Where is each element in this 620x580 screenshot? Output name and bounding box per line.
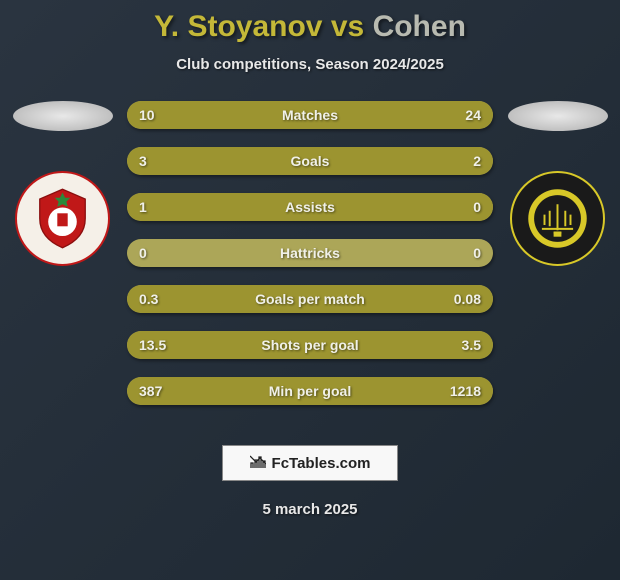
- stat-label: Shots per goal: [127, 337, 493, 353]
- club2-logo: [510, 171, 605, 266]
- vs-label: vs: [331, 10, 364, 43]
- chart-icon: [250, 455, 266, 472]
- club1-logo: [15, 171, 110, 266]
- stat-label: Matches: [127, 107, 493, 123]
- content-area: 10Matches243Goals21Assists00Hattricks00.…: [0, 101, 620, 423]
- player1-photo-placeholder: [13, 101, 113, 131]
- stat-value-right: 0: [473, 199, 481, 215]
- branding-badge[interactable]: FcTables.com: [222, 445, 398, 481]
- stat-value-right: 0: [473, 245, 481, 261]
- stat-label: Goals: [127, 153, 493, 169]
- player1-column: [10, 101, 115, 423]
- stat-value-right: 0.08: [454, 291, 481, 307]
- stat-value-right: 24: [465, 107, 481, 123]
- player1-name: Y. Stoyanov: [154, 10, 322, 43]
- stat-label: Hattricks: [127, 245, 493, 261]
- stat-row: 3Goals2: [127, 147, 493, 175]
- stat-label: Assists: [127, 199, 493, 215]
- player2-column: [505, 101, 610, 423]
- date-label: 5 march 2025: [0, 501, 620, 518]
- comparison-title: Y. Stoyanov vs Cohen: [0, 0, 620, 44]
- player2-name: Cohen: [373, 10, 466, 43]
- stat-label: Min per goal: [127, 383, 493, 399]
- club1-emblem-icon: [30, 186, 95, 251]
- subtitle: Club competitions, Season 2024/2025: [0, 56, 620, 73]
- stat-row: 0Hattricks0: [127, 239, 493, 267]
- stat-row: 0.3Goals per match0.08: [127, 285, 493, 313]
- stat-row: 13.5Shots per goal3.5: [127, 331, 493, 359]
- stats-column: 10Matches243Goals21Assists00Hattricks00.…: [115, 101, 505, 423]
- club2-emblem-icon: [525, 186, 590, 251]
- branding-text: FcTables.com: [272, 455, 371, 472]
- stat-row: 10Matches24: [127, 101, 493, 129]
- stat-value-right: 3.5: [462, 337, 481, 353]
- stat-label: Goals per match: [127, 291, 493, 307]
- stat-value-right: 2: [473, 153, 481, 169]
- stat-value-right: 1218: [450, 383, 481, 399]
- stat-row: 1Assists0: [127, 193, 493, 221]
- stat-row: 387Min per goal1218: [127, 377, 493, 405]
- player2-photo-placeholder: [508, 101, 608, 131]
